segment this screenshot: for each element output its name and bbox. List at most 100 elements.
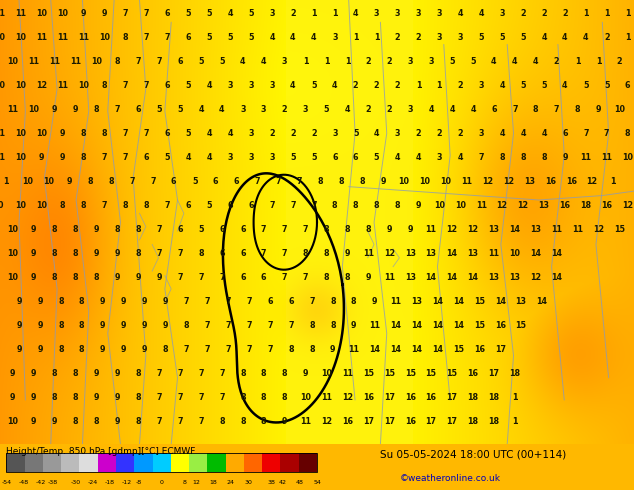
Text: 9: 9 (303, 369, 308, 378)
Text: 8: 8 (52, 225, 57, 234)
Text: 30: 30 (244, 480, 252, 485)
Text: 12: 12 (446, 225, 458, 234)
Text: 10: 10 (7, 57, 18, 66)
Text: 7: 7 (205, 321, 210, 330)
Text: 10: 10 (42, 177, 54, 186)
Text: 6: 6 (353, 153, 358, 162)
Text: 1: 1 (596, 57, 601, 66)
Text: 8: 8 (500, 153, 505, 162)
Text: 16: 16 (404, 417, 416, 426)
Text: 11: 11 (0, 153, 6, 162)
Text: 54: 54 (313, 480, 321, 485)
Text: 6: 6 (249, 201, 254, 210)
Text: 4: 4 (429, 105, 434, 114)
Text: 12: 12 (192, 480, 200, 485)
Text: 8: 8 (136, 393, 141, 402)
Text: 2: 2 (311, 129, 316, 138)
Text: 7: 7 (157, 249, 162, 258)
Text: 3: 3 (249, 81, 254, 90)
Text: 4: 4 (219, 105, 224, 114)
Text: 14: 14 (495, 297, 506, 306)
Text: 1: 1 (604, 9, 609, 18)
Text: 8: 8 (332, 201, 337, 210)
Text: 6: 6 (240, 273, 245, 282)
Text: 9: 9 (596, 105, 601, 114)
Bar (189, 453, 207, 472)
Text: 6: 6 (165, 129, 170, 138)
Text: 13: 13 (404, 273, 416, 282)
Text: 9: 9 (142, 297, 147, 306)
Text: 9: 9 (282, 417, 287, 426)
Text: 6: 6 (186, 201, 191, 210)
Text: 11: 11 (15, 9, 27, 18)
Text: 14: 14 (390, 321, 401, 330)
Text: 8: 8 (324, 225, 329, 234)
Text: 10: 10 (28, 105, 39, 114)
Text: 11: 11 (70, 57, 81, 66)
Text: 5: 5 (207, 201, 212, 210)
Text: 10: 10 (36, 129, 48, 138)
Text: 2: 2 (437, 129, 442, 138)
Text: 11: 11 (78, 33, 89, 42)
Text: 14: 14 (369, 345, 380, 354)
Text: 13: 13 (467, 249, 479, 258)
Text: 4: 4 (290, 33, 295, 42)
Text: 15: 15 (453, 345, 464, 354)
Text: 8: 8 (324, 249, 329, 258)
Text: 1: 1 (437, 81, 442, 90)
Text: 8: 8 (330, 321, 335, 330)
Text: 7: 7 (165, 201, 170, 210)
Text: 9: 9 (345, 249, 350, 258)
Text: 7: 7 (157, 393, 162, 402)
Text: 18: 18 (467, 417, 479, 426)
Text: 14: 14 (411, 321, 422, 330)
Text: 9: 9 (115, 417, 120, 426)
Text: 6: 6 (165, 81, 170, 90)
Text: 8: 8 (52, 393, 57, 402)
Text: 7: 7 (123, 81, 128, 90)
Text: 9: 9 (387, 225, 392, 234)
Text: 8: 8 (359, 177, 365, 186)
Text: 5: 5 (500, 33, 505, 42)
Text: 8: 8 (102, 81, 107, 90)
Text: 9: 9 (157, 273, 162, 282)
Text: 8: 8 (73, 249, 78, 258)
Text: 8: 8 (353, 201, 358, 210)
Text: 18: 18 (488, 393, 500, 402)
Text: 1: 1 (374, 33, 379, 42)
Text: 8: 8 (309, 345, 314, 354)
Text: 14: 14 (551, 249, 562, 258)
Text: 14: 14 (446, 249, 458, 258)
Bar (171, 453, 189, 472)
Text: 10: 10 (7, 249, 18, 258)
Text: 13: 13 (515, 297, 527, 306)
Text: 7: 7 (226, 297, 231, 306)
Text: 8: 8 (198, 249, 204, 258)
Text: 7: 7 (102, 201, 107, 210)
Text: 10: 10 (419, 177, 430, 186)
Text: 9: 9 (330, 345, 335, 354)
Text: 11: 11 (363, 249, 374, 258)
Text: 8: 8 (240, 369, 245, 378)
Text: 3: 3 (437, 33, 442, 42)
Text: 13: 13 (404, 249, 416, 258)
Text: 8: 8 (136, 369, 141, 378)
Text: 9: 9 (31, 369, 36, 378)
Text: 3: 3 (437, 153, 442, 162)
Text: 17: 17 (495, 345, 506, 354)
Text: 8: 8 (123, 201, 128, 210)
Text: 2: 2 (416, 129, 421, 138)
Text: 6: 6 (268, 297, 273, 306)
Text: 1: 1 (583, 9, 588, 18)
Text: 6: 6 (625, 81, 630, 90)
Text: 7: 7 (165, 33, 170, 42)
Text: 4: 4 (458, 153, 463, 162)
Text: 11: 11 (300, 417, 311, 426)
Text: 13: 13 (488, 225, 500, 234)
Text: 10: 10 (434, 201, 445, 210)
Text: 18: 18 (488, 417, 500, 426)
Text: 7: 7 (247, 321, 252, 330)
Text: 9: 9 (10, 393, 15, 402)
Text: 4: 4 (374, 129, 379, 138)
Text: 7: 7 (282, 249, 287, 258)
